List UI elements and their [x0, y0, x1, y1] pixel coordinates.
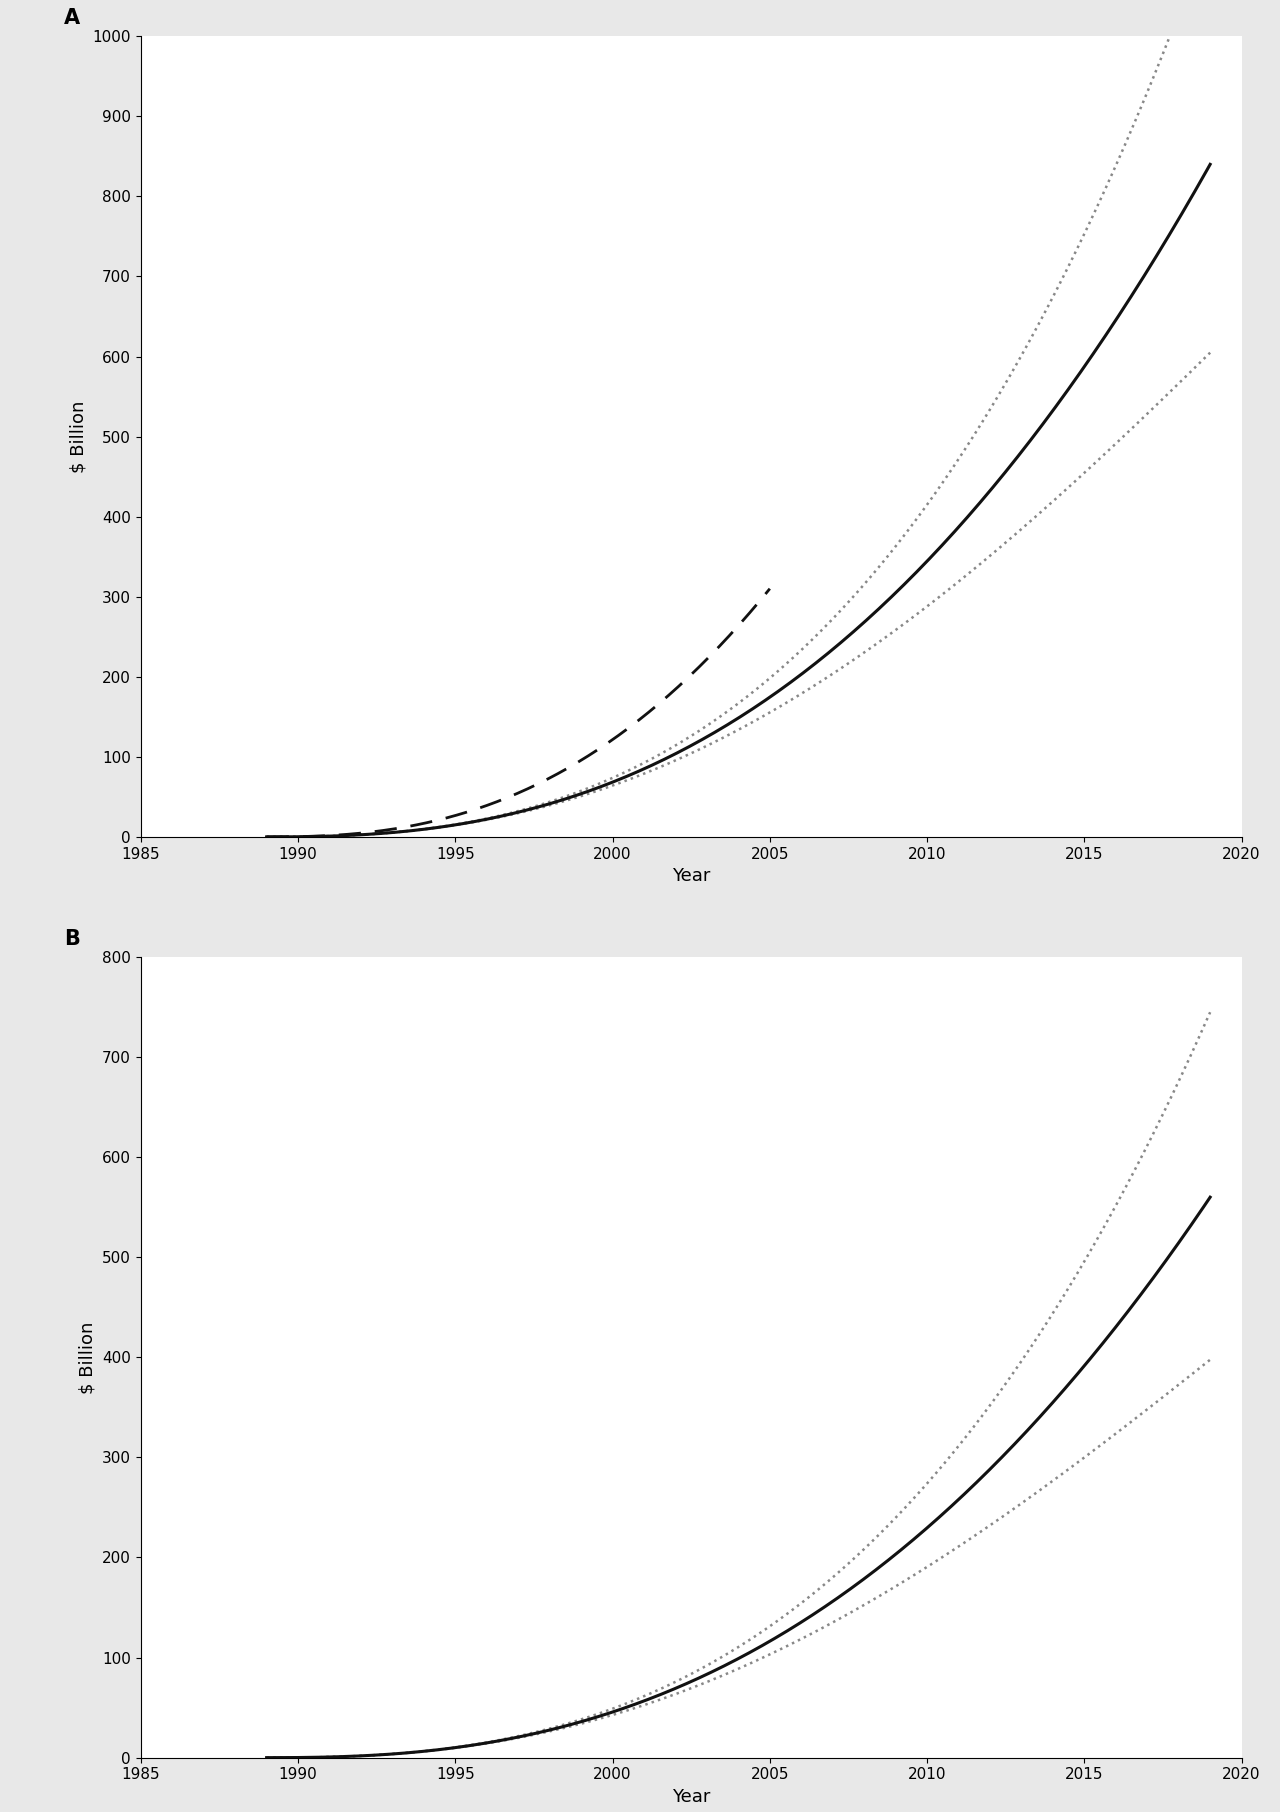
- X-axis label: Year: Year: [672, 868, 710, 886]
- Text: A: A: [64, 9, 79, 29]
- Y-axis label: $ Billion: $ Billion: [69, 400, 87, 473]
- Y-axis label: $ Billion: $ Billion: [78, 1321, 96, 1393]
- Text: B: B: [64, 930, 79, 949]
- X-axis label: Year: Year: [672, 1788, 710, 1807]
